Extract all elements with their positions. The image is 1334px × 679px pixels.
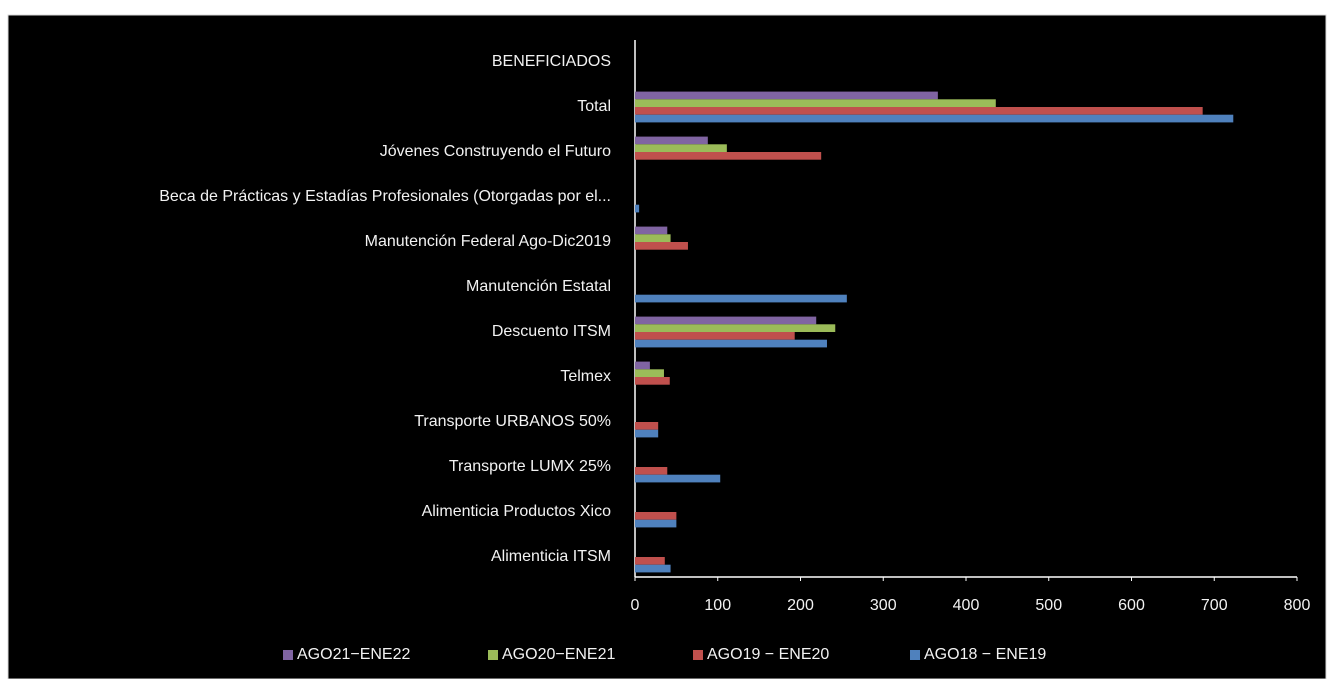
x-tick-label: 400 [953,597,980,614]
bar [635,144,727,152]
y-tick-label: Alimenticia Productos Xico [422,503,612,520]
bar [635,339,827,348]
x-tick-label: 800 [1284,597,1311,614]
bar [635,467,668,475]
bar [635,369,664,377]
y-tick-label: Telmex [560,368,611,385]
bar [635,519,677,528]
legend-swatch [693,650,703,660]
bar [635,226,668,235]
x-tick-label: 300 [870,597,897,614]
bar [635,324,836,332]
x-tick-label: 100 [704,597,731,614]
x-tick-label: 600 [1118,597,1145,614]
bar [635,152,822,160]
x-tick-label: 0 [631,597,640,614]
y-tick-label: Transporte LUMX 25% [449,458,611,475]
bar [635,512,677,520]
bar [635,422,659,430]
y-tick-label: Alimenticia ITSM [491,548,611,565]
bar [635,429,659,438]
bar [635,242,688,250]
y-tick-label: Manutención Federal Ago-Dic2019 [365,233,611,250]
bar [635,99,996,107]
legend-label: AGO18 − ENE19 [924,646,1046,663]
bar [635,332,795,340]
y-tick-label: Total [577,98,611,115]
y-tick-label: Beca de Prácticas y Estadías Profesional… [159,188,611,205]
y-tick-label: Jóvenes Construyendo el Futuro [380,143,611,160]
bar [635,474,721,483]
y-tick-label: BENEFICIADOS [492,53,611,70]
y-tick-label: Descuento ITSM [492,323,611,340]
x-tick-label: 200 [787,597,814,614]
legend-label: AGO20−ENE21 [502,646,616,663]
legend-label: AGO21−ENE22 [297,646,411,663]
bar [635,294,847,303]
bar [635,107,1203,115]
legend-swatch [910,650,920,660]
bar [635,361,650,370]
bar [635,377,670,385]
bar [635,564,671,573]
bar [635,114,1234,123]
x-tick-label: 500 [1035,597,1062,614]
legend-swatch [488,650,498,660]
legend-swatch [283,650,293,660]
bar [635,557,665,565]
bar [635,316,817,325]
bar [635,234,671,242]
bar [635,91,938,100]
legend-label: AGO19 − ENE20 [707,646,829,663]
bar [635,204,640,213]
bar [635,136,708,145]
x-tick-label: 700 [1201,597,1228,614]
y-tick-label: Transporte URBANOS 50% [414,413,611,430]
y-tick-label: Manutención Estatal [466,278,611,295]
